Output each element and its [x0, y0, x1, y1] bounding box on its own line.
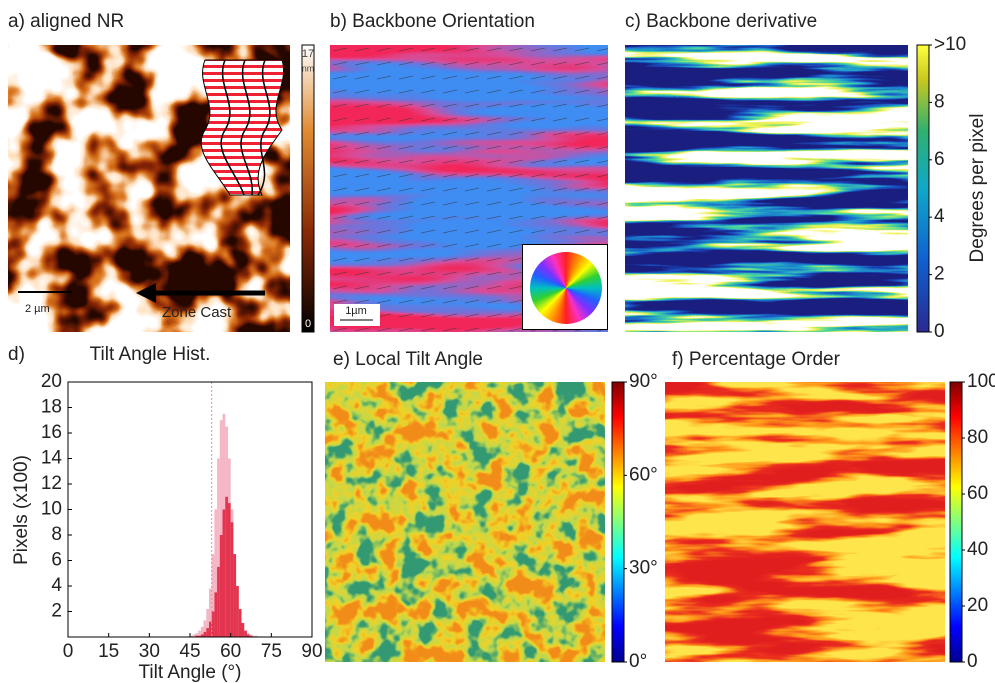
colorbar-tick-label: 0: [967, 651, 978, 672]
plot-frame: [68, 382, 312, 637]
x-tick-label: 45: [179, 641, 200, 662]
derivative-image: [625, 45, 908, 332]
colorbar-unit: nm: [302, 63, 315, 73]
y-tick-label: 16: [41, 422, 62, 443]
x-tick-label: 15: [98, 641, 119, 662]
x-axis-label: Tilt Angle (°): [139, 662, 242, 683]
panel-label: b) Backbone Orientation: [330, 11, 535, 32]
histogram-bar: [239, 609, 242, 637]
colorbar: [612, 382, 624, 662]
histogram-bar: [225, 497, 228, 637]
colorbar-tick-label: 90°: [629, 371, 658, 392]
colorbar-tick-label: 17: [302, 48, 314, 60]
panel-label: c) Backbone derivative: [625, 11, 817, 32]
scale-bar-label: 2 µm: [25, 303, 50, 315]
histogram-bar: [233, 554, 236, 637]
chart-title: Tilt Angle Hist.: [90, 344, 211, 365]
colorbar-tick-label: >10: [934, 34, 966, 55]
y-tick-label: 20: [41, 371, 62, 392]
histogram-bar: [228, 503, 231, 637]
x-tick-label: 90: [301, 641, 322, 662]
histogram-bar: [206, 628, 209, 637]
histogram-bar: [236, 586, 239, 637]
colorbar-tick-label: 8: [934, 91, 945, 112]
x-tick-label: 60: [220, 641, 241, 662]
colorbar-tick-label: 6: [934, 149, 945, 170]
colorbar-title: Degrees per pixel: [967, 114, 988, 263]
colorbar-tick-label: 100: [967, 371, 995, 392]
y-tick-label: 4: [51, 575, 62, 596]
colorbar: [917, 45, 929, 332]
histogram-bar: [220, 535, 223, 637]
histogram-bar: [214, 592, 217, 637]
x-tick-label: 75: [261, 641, 282, 662]
histogram-bar: [244, 631, 247, 637]
y-tick-label: 10: [41, 499, 62, 520]
y-tick-label: 2: [51, 601, 62, 622]
colorbar-tick-label: 20: [967, 595, 988, 616]
colorbar-tick-label: 30°: [629, 558, 658, 579]
histogram-bar: [231, 522, 234, 637]
y-tick-label: 8: [51, 524, 62, 545]
colorbar-tick-label: 0: [305, 318, 311, 330]
histogram-bar: [217, 567, 220, 637]
colorbar-tick-label: 0°: [629, 651, 647, 672]
histogram-bar: [242, 623, 245, 637]
scale-bar-label: 1µm: [345, 305, 367, 317]
x-tick-label: 0: [63, 641, 74, 662]
y-tick-label: 14: [41, 448, 63, 469]
colorbar: [302, 45, 314, 332]
x-tick-label: 30: [139, 641, 160, 662]
colorbar-tick-label: 60°: [629, 464, 658, 485]
figure: a) aligned NR 2 µm Zone Cast b) Backbone…: [0, 0, 995, 683]
histogram-bar: [223, 510, 226, 638]
arrow-label: Zone Cast: [162, 304, 232, 321]
panel-label: e) Local Tilt Angle: [333, 349, 483, 370]
panel-label: a) aligned NR: [8, 11, 124, 32]
panel-label: d): [8, 344, 25, 365]
colorbar-tick-label: 0: [934, 321, 945, 342]
tilt-image: [325, 382, 605, 662]
color-wheel: [530, 252, 602, 324]
histogram-bar: [204, 632, 207, 637]
colorbar: [950, 382, 962, 662]
colorbar-tick-label: 2: [934, 264, 945, 285]
y-tick-label: 6: [51, 550, 62, 571]
colorbar-tick-label: 80: [967, 427, 988, 448]
y-tick-label: 18: [41, 397, 62, 418]
y-tick-label: 12: [41, 473, 62, 494]
y-axis-label: Pixels (x100): [11, 455, 32, 565]
order-image: [665, 382, 945, 662]
panel-label: f) Percentage Order: [672, 349, 841, 370]
colorbar-tick-label: 4: [934, 206, 945, 227]
colorbar-tick-label: 40: [967, 539, 988, 560]
colorbar-tick-label: 60: [967, 483, 988, 504]
figure-svg: a) aligned NR 2 µm Zone Cast b) Backbone…: [0, 0, 995, 683]
